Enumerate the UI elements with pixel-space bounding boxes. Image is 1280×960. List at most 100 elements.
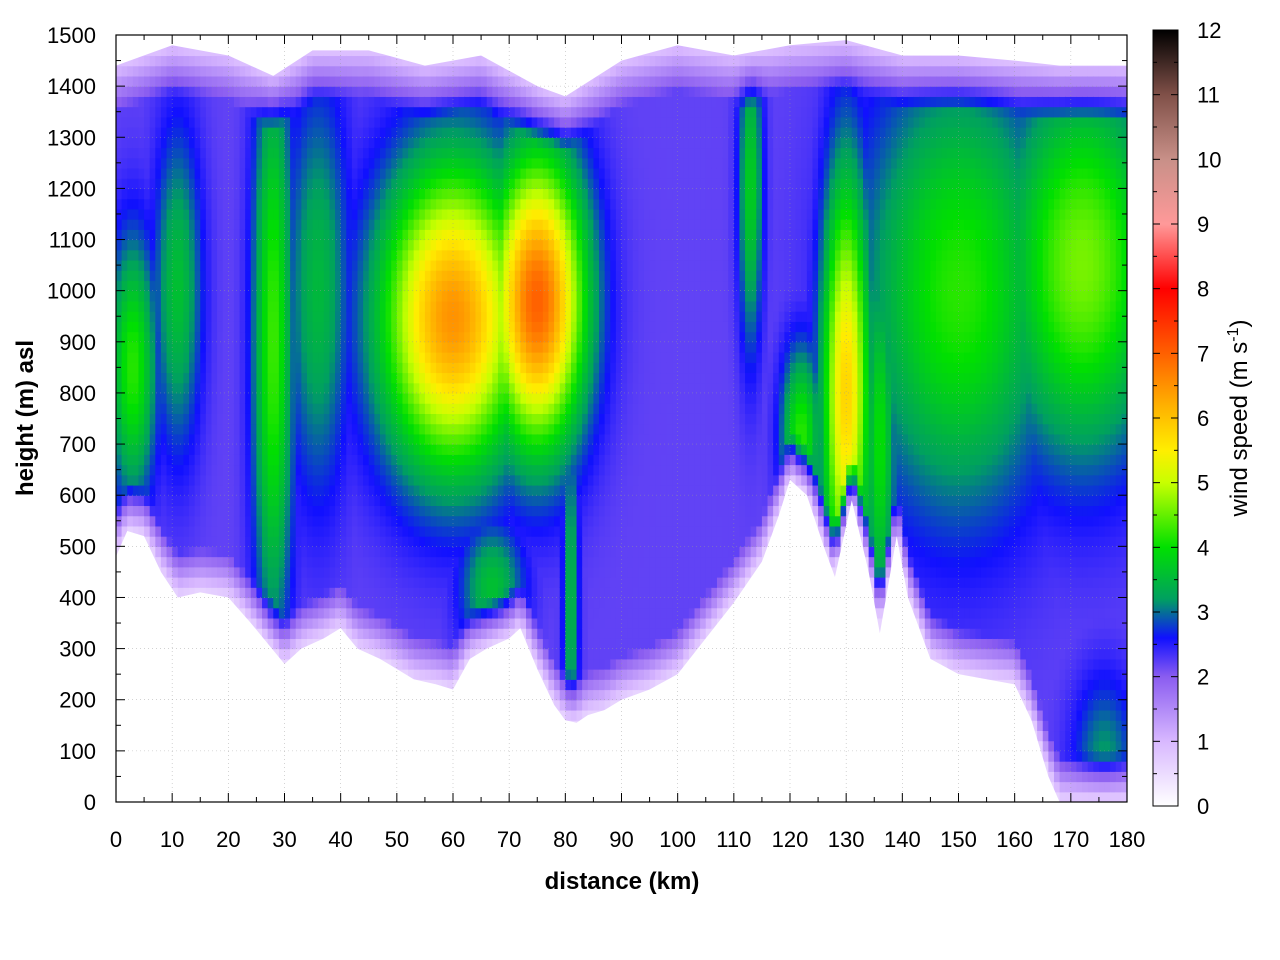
heatmap-cell — [436, 433, 443, 445]
heatmap-cell — [368, 116, 375, 128]
heatmap-cell — [385, 127, 392, 138]
heatmap-cell — [351, 75, 359, 87]
heatmap-cell — [441, 270, 448, 282]
heatmap-cell — [200, 208, 207, 220]
heatmap-cell — [329, 116, 336, 128]
heatmap-cell — [363, 597, 370, 609]
heatmap-cell — [396, 86, 404, 97]
heatmap-cell — [284, 249, 291, 261]
heatmap-cell — [329, 229, 336, 241]
heatmap-cell — [385, 617, 392, 629]
heatmap-cell — [155, 96, 162, 108]
heatmap-cell — [441, 392, 448, 404]
heatmap-cell — [301, 147, 308, 159]
heatmap-cell — [233, 65, 241, 77]
heatmap-cell — [245, 219, 252, 230]
heatmap-cell — [138, 116, 145, 128]
heatmap-cell — [475, 259, 482, 271]
heatmap-cell — [430, 208, 437, 220]
heatmap-cell — [430, 515, 437, 527]
heatmap-cell — [408, 229, 415, 241]
heatmap-cell — [402, 474, 409, 486]
heatmap-cell — [351, 495, 359, 507]
heatmap-cell — [363, 331, 370, 343]
heatmap-cell — [441, 65, 448, 77]
heatmap-cell — [475, 566, 482, 578]
heatmap-cell — [469, 464, 477, 476]
heatmap-cell — [290, 65, 297, 77]
heatmap-cell — [363, 525, 370, 537]
heatmap-cell — [166, 96, 173, 108]
heatmap-cell — [419, 423, 426, 435]
heatmap-cell — [250, 607, 258, 619]
heatmap-cell — [290, 352, 297, 363]
heatmap-cell — [475, 229, 482, 241]
heatmap-cell — [172, 137, 179, 149]
heatmap-cell — [290, 433, 297, 445]
heatmap-cell — [408, 403, 415, 414]
heatmap-cell — [329, 474, 336, 486]
heatmap-cell — [453, 127, 460, 138]
heatmap-cell — [262, 178, 269, 189]
heatmap-cell — [351, 157, 359, 169]
heatmap-cell — [430, 127, 437, 138]
heatmap-cell — [469, 300, 477, 312]
heatmap-cell — [262, 607, 269, 619]
heatmap-cell — [256, 413, 263, 425]
heatmap-cell — [340, 137, 347, 149]
heatmap-cell — [116, 331, 123, 343]
heatmap-cell — [211, 290, 218, 302]
heatmap-cell — [250, 403, 258, 414]
heatmap-cell — [464, 300, 471, 312]
heatmap-cell — [155, 147, 162, 159]
heatmap-cell — [402, 157, 409, 169]
heatmap-cell — [481, 505, 488, 517]
heatmap-cell — [121, 198, 128, 210]
heatmap-cell — [408, 597, 415, 609]
heatmap-cell — [177, 587, 184, 599]
heatmap-cell — [363, 188, 370, 200]
heatmap-cell — [475, 157, 482, 169]
heatmap-cell — [385, 525, 392, 537]
heatmap-cell — [278, 536, 286, 547]
heatmap-cell — [469, 628, 477, 639]
heatmap-cell — [306, 116, 314, 128]
heatmap-cell — [363, 249, 370, 261]
heatmap-cell — [295, 229, 302, 241]
heatmap-cell — [138, 188, 145, 200]
heatmap-cell — [453, 362, 460, 374]
heatmap-cell — [318, 474, 325, 486]
heatmap-cell — [481, 444, 488, 455]
heatmap-cell — [363, 454, 370, 466]
heatmap-cell — [256, 219, 263, 230]
heatmap-cell — [239, 167, 246, 179]
heatmap-cell — [340, 587, 347, 599]
heatmap-cell — [127, 474, 134, 486]
heatmap-cell — [447, 505, 454, 517]
heatmap-cell — [374, 505, 381, 517]
heatmap-cell — [374, 137, 381, 149]
heatmap-cell — [138, 321, 145, 333]
heatmap-cell — [121, 331, 128, 343]
heatmap-cell — [273, 525, 280, 537]
heatmap-cell — [256, 311, 263, 322]
heatmap-cell — [396, 331, 404, 343]
heatmap-cell — [458, 352, 465, 363]
heatmap-cell — [262, 280, 269, 292]
heatmap-cell — [402, 198, 409, 210]
heatmap-cell — [194, 96, 201, 108]
heatmap-cell — [217, 505, 224, 517]
heatmap-cell — [312, 290, 319, 302]
heatmap-cell — [368, 178, 375, 189]
heatmap-cell — [132, 198, 140, 210]
heatmap-cell — [379, 525, 387, 537]
heatmap-cell — [464, 587, 471, 599]
heatmap-cell — [453, 352, 460, 363]
heatmap-cell — [447, 382, 454, 394]
heatmap-cell — [335, 45, 342, 57]
heatmap-cell — [233, 362, 241, 374]
heatmap-cell — [486, 566, 493, 578]
heatmap-cell — [419, 658, 426, 670]
heatmap-cell — [217, 178, 224, 189]
heatmap-cell — [245, 577, 252, 588]
